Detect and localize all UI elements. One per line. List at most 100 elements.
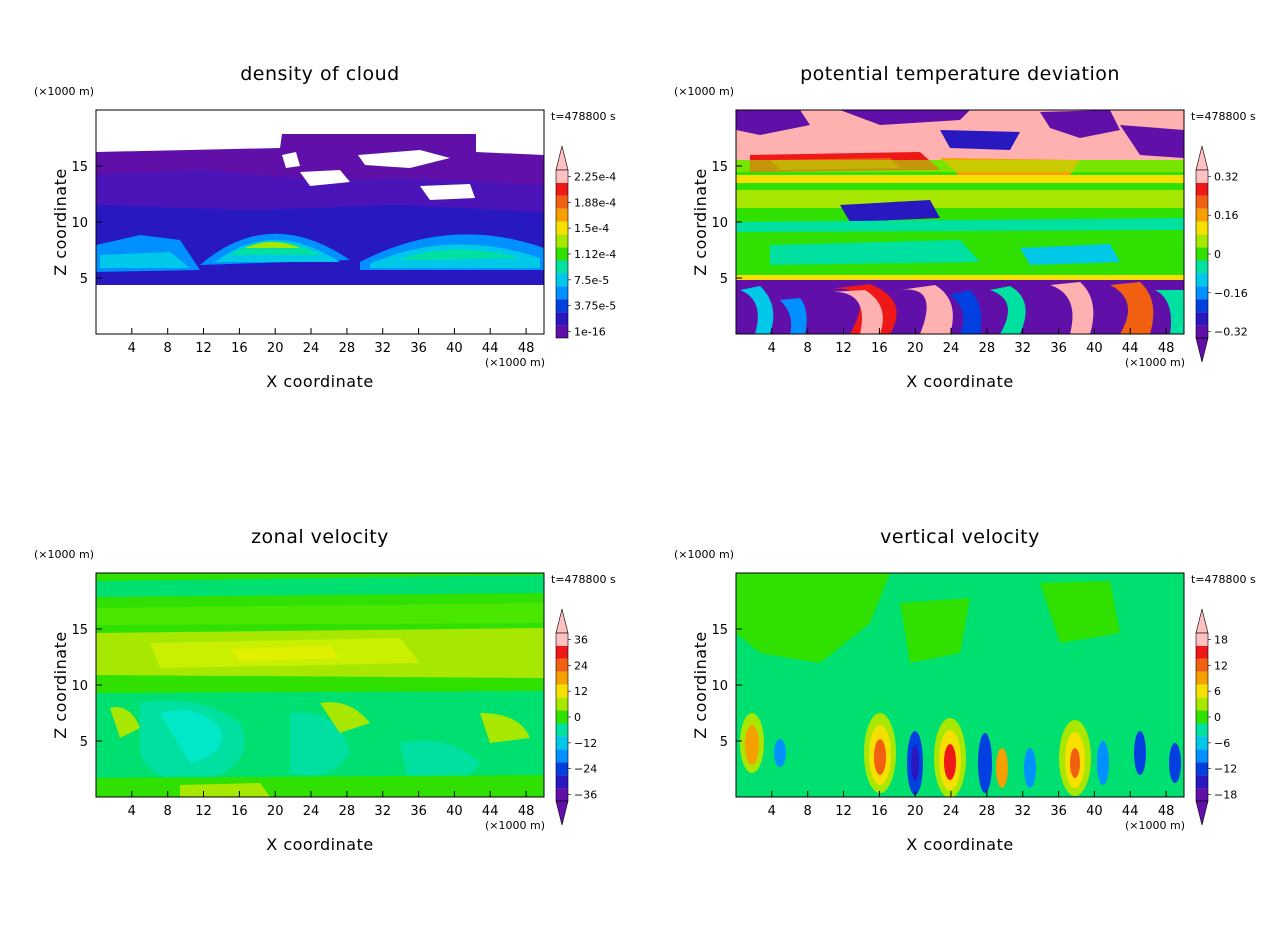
zonal-velocity-chart: zonal velocity (×1000 m) t=478800 s bbox=[34, 526, 616, 854]
x-unit-label: (×1000 m) bbox=[1125, 356, 1185, 369]
colorbar-swatch bbox=[556, 260, 568, 274]
colorbar-label: 0 bbox=[1214, 248, 1221, 261]
colorbar-swatch bbox=[556, 762, 568, 776]
y-tick-label: 10 bbox=[711, 679, 728, 694]
x-tick-label: 32 bbox=[1014, 804, 1031, 819]
panel-vertical-velocity: vertical velocity (×1000 m) t=478800 s bbox=[640, 463, 1280, 926]
colorbar-swatch bbox=[556, 671, 568, 685]
x-tick-label: 24 bbox=[943, 341, 960, 356]
colorbar-arrow-top bbox=[555, 145, 569, 171]
x-tick-label: 36 bbox=[410, 804, 427, 819]
x-tick-label: 16 bbox=[871, 341, 888, 356]
colorbar-label: −0.16 bbox=[1214, 287, 1248, 300]
colorbar-label: 1.12e-4 bbox=[574, 248, 616, 261]
x-tick-label: 24 bbox=[943, 804, 960, 819]
colorbar-swatch bbox=[1196, 775, 1208, 789]
y-tick-label: 15 bbox=[71, 160, 88, 175]
colorbar-label: 12 bbox=[574, 685, 588, 698]
x-tick-label: 20 bbox=[267, 341, 284, 356]
panel-density-of-cloud: density of cloud (×1000 m) t=478800 s bbox=[0, 0, 640, 463]
x-tick-label: 12 bbox=[195, 341, 212, 356]
x-tick-label: 4 bbox=[128, 341, 136, 356]
colorbar-swatch bbox=[556, 208, 568, 222]
heatmap-field bbox=[96, 110, 544, 334]
x-tick-labels: 4 8 12 16 20 24 28 32 36 40 44 48 bbox=[768, 341, 1175, 356]
colorbar: 2.25e-4 1.88e-4 1.5e-4 1.12e-4 7.5e-5 3.75e-5… bbox=[555, 145, 616, 339]
chart-title: zonal velocity bbox=[251, 526, 389, 548]
colorbar-swatch bbox=[1196, 286, 1208, 300]
colorbar-swatch bbox=[556, 286, 568, 300]
y-tick-label: 5 bbox=[720, 272, 728, 287]
colorbar-swatch bbox=[556, 234, 568, 248]
x-tick-label: 44 bbox=[1122, 341, 1139, 356]
colorbar-arrow-top bbox=[1195, 145, 1209, 171]
x-tick-label: 44 bbox=[482, 341, 499, 356]
panel-zonal-velocity: zonal velocity (×1000 m) t=478800 s bbox=[0, 463, 640, 926]
colorbar-label: −12 bbox=[1214, 763, 1237, 776]
x-tick-label: 20 bbox=[907, 341, 924, 356]
x-tick-label: 48 bbox=[518, 804, 535, 819]
x-tick-label: 40 bbox=[446, 804, 463, 819]
colorbar-swatch bbox=[1196, 247, 1208, 261]
time-label: t=478800 s bbox=[551, 110, 616, 123]
colorbar-swatch bbox=[556, 697, 568, 711]
y-tick-label: 10 bbox=[71, 216, 88, 231]
x-unit-label: (×1000 m) bbox=[485, 356, 545, 369]
colorbar-swatch bbox=[556, 736, 568, 750]
x-unit-label: (×1000 m) bbox=[1125, 819, 1185, 832]
colorbar-swatch bbox=[556, 749, 568, 763]
colorbar-swatch bbox=[1196, 182, 1208, 196]
colorbar-label: 3.75e-5 bbox=[574, 300, 616, 313]
y-tick-label: 5 bbox=[80, 272, 88, 287]
colorbar-label: 2.25e-4 bbox=[574, 170, 616, 183]
x-axis-label: X coordinate bbox=[266, 835, 373, 854]
x-tick-label: 20 bbox=[907, 804, 924, 819]
heatmap-field bbox=[736, 110, 1184, 334]
x-tick-label: 44 bbox=[1122, 804, 1139, 819]
colorbar-swatch bbox=[1196, 749, 1208, 763]
x-ticks bbox=[771, 791, 1167, 797]
x-tick-label: 16 bbox=[871, 804, 888, 819]
x-tick-label: 48 bbox=[518, 341, 535, 356]
colorbar-label: −18 bbox=[1214, 789, 1237, 802]
colorbar-label: −6 bbox=[1214, 737, 1230, 750]
x-ticks bbox=[131, 791, 527, 797]
colorbar-label: 1.5e-4 bbox=[574, 222, 609, 235]
colorbar-swatch bbox=[1196, 684, 1208, 698]
colorbar-swatch bbox=[556, 684, 568, 698]
colorbar-swatch bbox=[556, 788, 568, 801]
x-tick-label: 48 bbox=[1158, 341, 1175, 356]
colorbar-swatch bbox=[1196, 658, 1208, 672]
y-axis-label: Z coordinate bbox=[51, 631, 70, 738]
x-unit-label: (×1000 m) bbox=[485, 819, 545, 832]
colorbar-swatch bbox=[1196, 312, 1208, 326]
colorbar-label: 0 bbox=[1214, 711, 1221, 724]
time-label: t=478800 s bbox=[1191, 110, 1256, 123]
colorbar-swatch bbox=[556, 247, 568, 261]
x-tick-label: 4 bbox=[128, 804, 136, 819]
y-ticks bbox=[96, 165, 102, 279]
x-tick-labels: 4 8 12 16 20 24 28 32 36 40 44 48 bbox=[768, 804, 1175, 819]
x-tick-label: 8 bbox=[804, 341, 812, 356]
y-tick-label: 5 bbox=[720, 735, 728, 750]
density-of-cloud-chart: density of cloud (×1000 m) t=478800 s bbox=[34, 63, 616, 391]
colorbar-label: 36 bbox=[574, 633, 588, 646]
x-tick-label: 40 bbox=[446, 341, 463, 356]
colorbar: 18 12 6 0 −6 −12 −18 bbox=[1195, 608, 1237, 826]
colorbar-swatch bbox=[1196, 788, 1208, 801]
x-tick-label: 8 bbox=[804, 804, 812, 819]
chart-title: density of cloud bbox=[240, 63, 400, 85]
colorbar-swatch bbox=[556, 195, 568, 209]
colorbar-swatch bbox=[556, 312, 568, 326]
time-label: t=478800 s bbox=[551, 573, 616, 586]
x-tick-label: 12 bbox=[195, 804, 212, 819]
x-tick-label: 48 bbox=[1158, 804, 1175, 819]
colorbar-label: −36 bbox=[574, 789, 597, 802]
colorbar-swatch bbox=[1196, 633, 1208, 646]
chart-title: potential temperature deviation bbox=[800, 63, 1120, 85]
colorbar-swatch bbox=[1196, 195, 1208, 209]
x-tick-label: 4 bbox=[768, 341, 776, 356]
potential-temperature-chart: potential temperature deviation (×1000 m… bbox=[674, 63, 1256, 391]
heatmap-field bbox=[96, 573, 544, 797]
x-tick-label: 24 bbox=[303, 804, 320, 819]
